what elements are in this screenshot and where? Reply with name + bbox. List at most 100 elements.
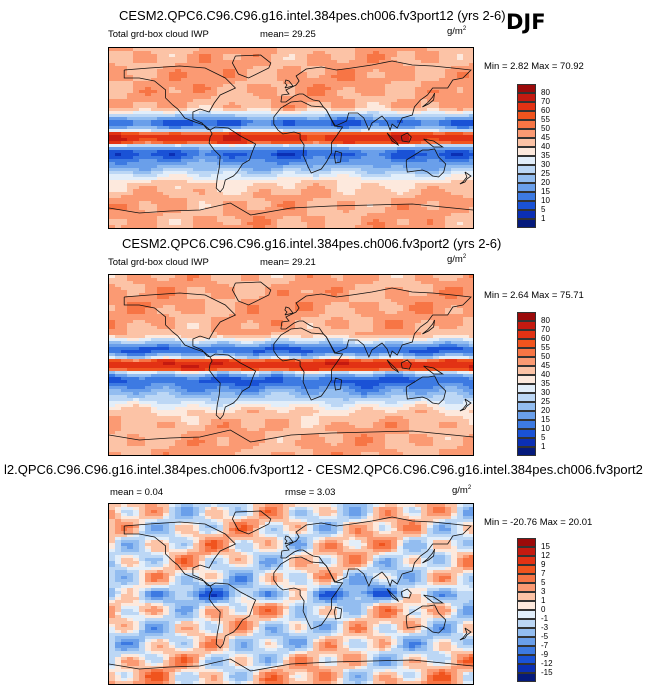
field-cell	[337, 57, 344, 61]
field-cell	[271, 290, 278, 294]
field-cell	[325, 174, 332, 178]
field-cell	[439, 153, 446, 157]
field-cell	[349, 335, 356, 339]
field-cell	[295, 60, 302, 64]
field-cell	[139, 207, 146, 211]
field-cell	[157, 296, 164, 300]
field-cell	[121, 123, 128, 127]
field-cell	[445, 114, 452, 118]
field-cell	[397, 317, 404, 321]
field-cell	[193, 281, 200, 285]
field-cell	[151, 320, 158, 324]
field-cell	[409, 329, 416, 333]
field-cell	[307, 293, 314, 297]
field-cell	[265, 159, 272, 163]
field-cell	[157, 81, 164, 85]
field-cell	[289, 210, 296, 214]
field-cell	[319, 177, 326, 181]
field-cell	[157, 326, 164, 330]
field-cell	[433, 219, 440, 223]
field-cell	[223, 293, 230, 297]
field-cell	[157, 317, 164, 321]
field-cell	[319, 147, 326, 151]
field-cell	[301, 213, 308, 217]
field-cell	[289, 317, 296, 321]
field-cell	[205, 165, 212, 169]
field-cell	[349, 177, 356, 181]
field-cell	[349, 51, 356, 55]
field-cell	[349, 90, 356, 94]
field-cell	[439, 120, 446, 124]
field-cell	[247, 51, 254, 55]
field-cell	[361, 126, 368, 130]
field-cell	[301, 108, 308, 112]
field-cell	[349, 225, 356, 228]
field-cell	[127, 81, 134, 85]
field-cell	[217, 210, 224, 214]
field-cell	[163, 219, 170, 223]
field-cell	[109, 177, 116, 181]
field-cell	[307, 141, 314, 145]
field-cell	[469, 156, 473, 160]
field-cell	[463, 96, 470, 100]
field-cell	[361, 219, 368, 223]
field-cell	[235, 192, 242, 196]
field-cell	[307, 66, 314, 70]
field-cell	[319, 222, 326, 226]
field-cell	[193, 207, 200, 211]
colorbar-tick-label: 10	[541, 196, 550, 205]
field-cell	[181, 69, 188, 73]
field-cell	[163, 123, 170, 127]
field-cell	[223, 198, 230, 202]
field-cell	[343, 84, 350, 88]
field-cell	[409, 129, 416, 133]
field-cell	[157, 51, 164, 55]
field-cell	[337, 117, 344, 121]
field-cell	[319, 81, 326, 85]
field-cell	[163, 87, 170, 91]
field-cell	[433, 290, 440, 294]
field-cell	[331, 320, 338, 324]
field-cell	[355, 278, 362, 282]
field-cell	[193, 96, 200, 100]
field-cell	[241, 111, 248, 115]
field-cell	[283, 308, 290, 312]
field-cell	[325, 204, 332, 208]
field-cell	[145, 195, 152, 199]
field-cell	[253, 302, 260, 306]
field-cell	[391, 222, 398, 226]
field-cell	[373, 296, 380, 300]
field-cell	[175, 329, 182, 333]
field-cell	[319, 198, 326, 202]
field-cell	[157, 320, 164, 324]
field-cell	[451, 225, 458, 228]
field-cell	[319, 87, 326, 91]
field-cell	[145, 207, 152, 211]
field-cell	[247, 326, 254, 330]
field-cell	[247, 207, 254, 211]
field-cell	[397, 123, 404, 127]
field-cell	[367, 302, 374, 306]
field-cell	[415, 192, 422, 196]
field-cell	[307, 57, 314, 61]
field-cell	[169, 323, 176, 327]
field-cell	[439, 147, 446, 151]
field-cell	[151, 275, 158, 279]
field-cell	[133, 129, 140, 133]
field-cell	[163, 141, 170, 145]
field-cell	[205, 75, 212, 79]
field-cell	[337, 78, 344, 82]
field-cell	[325, 275, 332, 279]
field-cell	[463, 63, 470, 67]
field-cell	[427, 192, 434, 196]
field-cell	[415, 120, 422, 124]
field-cell	[379, 66, 386, 70]
field-cell	[433, 177, 440, 181]
field-cell	[469, 99, 473, 103]
field-cell	[157, 186, 164, 190]
field-cell	[427, 225, 434, 228]
field-cell	[223, 54, 230, 58]
field-cell	[133, 54, 140, 58]
field-cell	[289, 111, 296, 115]
field-cell	[187, 335, 194, 339]
